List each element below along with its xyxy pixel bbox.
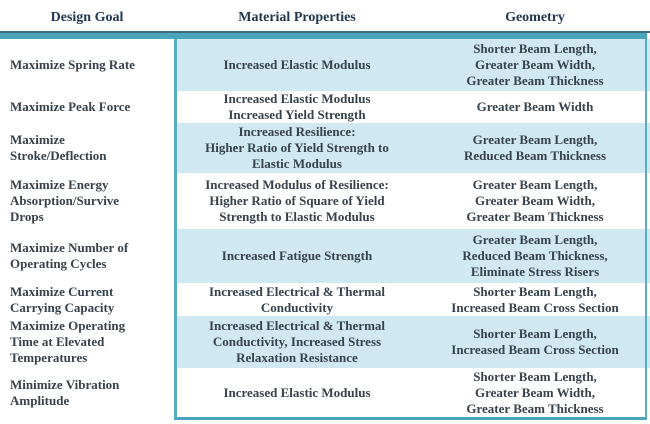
material-properties-cell: Increased Fatigue Strength (174, 229, 420, 283)
geometry-cell: Shorter Beam Length, Greater Beam Width,… (420, 368, 650, 418)
material-properties-cell: Increased Resilience: Higher Ratio of Yi… (174, 123, 420, 173)
column-header-geometry: Geometry (505, 9, 565, 25)
material-properties-cell: Increased Elastic Modulus (174, 39, 420, 91)
geometry-cell: Shorter Beam Length, Greater Beam Width,… (420, 39, 650, 91)
header-underline (0, 31, 650, 33)
design-goal-cell: Maximize Energy Absorption/Survive Drops (10, 177, 120, 224)
table-row: Maximize Spring Rate Increased Elastic M… (0, 39, 650, 91)
table-row: Maximize Peak Force Increased Elastic Mo… (0, 91, 650, 123)
design-goal-cell: Maximize Operating Time at Elevated Temp… (10, 318, 126, 365)
header-accent-band (0, 33, 647, 39)
design-goal-cell: Maximize Stroke/Deflection (10, 132, 107, 163)
geometry-cell: Shorter Beam Length, Increased Beam Cros… (420, 283, 650, 316)
table-body: Maximize Spring Rate Increased Elastic M… (0, 39, 650, 418)
table-row: Maximize Operating Time at Elevated Temp… (0, 316, 650, 368)
geometry-cell: Greater Beam Length, Greater Beam Width,… (420, 173, 650, 229)
geometry-cell: Shorter Beam Length, Increased Beam Cros… (420, 316, 650, 368)
design-goal-cell: Maximize Current Carrying Capacity (10, 283, 115, 315)
table-row: Maximize Stroke/Deflection Increased Res… (0, 123, 650, 173)
design-goal-cell: Maximize Peak Force (10, 99, 131, 114)
design-goal-cell: Maximize Spring Rate (10, 57, 135, 72)
column-header-design-goal: Design Goal (50, 9, 124, 25)
material-properties-cell: Increased Elastic Modulus Increased Yiel… (174, 91, 420, 123)
design-goal-cell: Maximize Number of Operating Cycles (10, 240, 129, 271)
material-properties-cell: Increased Modulus of Resilience: Higher … (174, 173, 420, 229)
table-row: Minimize Vibration Amplitude Increased E… (0, 368, 650, 418)
table-header-row: Design Goal Material Properties Geometry (0, 0, 650, 31)
geometry-cell: Greater Beam Length, Reduced Beam Thickn… (420, 123, 650, 173)
table-row: Maximize Current Carrying Capacity Incre… (0, 283, 650, 316)
table-row: Maximize Number of Operating Cycles Incr… (0, 229, 650, 283)
material-properties-cell: Increased Electrical & Thermal Conductiv… (174, 283, 420, 316)
material-properties-cell: Increased Electrical & Thermal Conductiv… (174, 316, 420, 368)
column-header-material-properties: Material Properties (238, 9, 356, 25)
design-goal-cell: Minimize Vibration Amplitude (10, 377, 120, 408)
table-row: Maximize Energy Absorption/Survive Drops… (0, 173, 650, 229)
material-properties-cell: Increased Elastic Modulus (174, 368, 420, 418)
geometry-cell: Greater Beam Length, Reduced Beam Thickn… (420, 229, 650, 283)
geometry-cell: Greater Beam Width (420, 91, 650, 123)
